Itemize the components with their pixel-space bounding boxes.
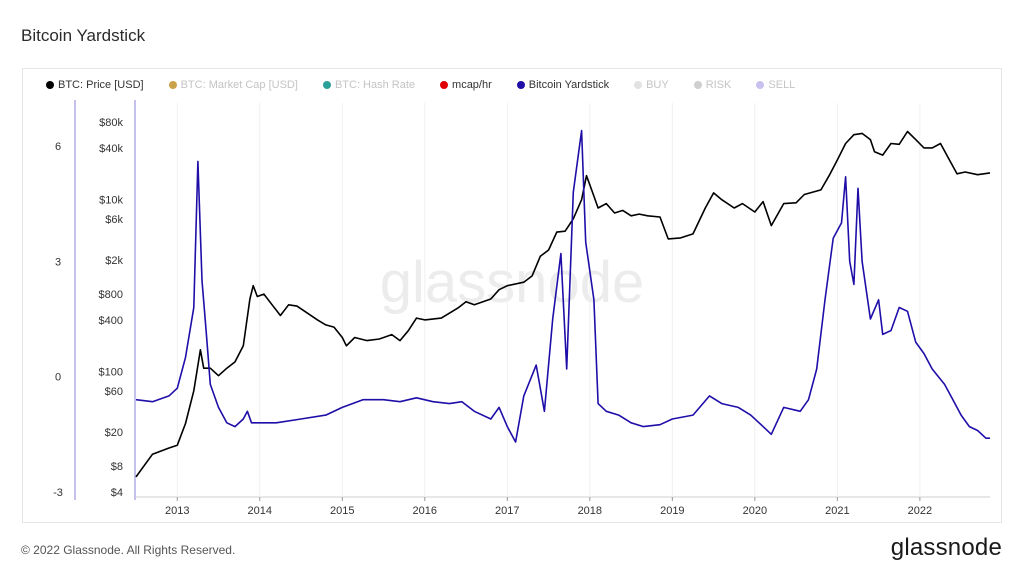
x-tick-label: 2021 [825, 505, 849, 517]
y-right-tick-label: $10k [99, 195, 123, 207]
y-right-tick-label: $800 [99, 289, 123, 301]
y-axis-right: $80k $40k $10k $6k $2k $800 $400 $100 $60 $20 $8 $4 [99, 117, 124, 499]
legend-item-buy[interactable]: BUY [634, 78, 669, 92]
x-tick-label: 2017 [495, 505, 519, 517]
x-tick-label: 2013 [165, 505, 189, 517]
x-tick-label: 2018 [578, 505, 602, 517]
y-right-tick-label: $40k [99, 143, 123, 155]
glassnode-logo: glassnode [890, 534, 1002, 561]
series-line-btc-price-usd [135, 130, 991, 478]
y-right-tick-label: $100 [99, 367, 123, 379]
legend-dot-icon [756, 81, 765, 89]
x-tick-label: 2016 [413, 505, 437, 517]
legend-label: RISK [705, 79, 732, 91]
chart-legend: BTC: Price [USD] BTC: Market Cap [USD] B… [46, 78, 820, 92]
y-right-tick-label: $8 [111, 461, 123, 473]
legend-dot-icon [322, 81, 331, 89]
legend-dot-icon [440, 81, 449, 89]
legend-label: BTC: Price [USD] [58, 79, 144, 91]
chart-card [22, 68, 1002, 523]
y-left-tick-label: 6 [55, 141, 61, 153]
legend-dot-icon [634, 81, 643, 89]
y-right-tick-label: $2k [105, 255, 123, 267]
y-right-tick-label: $400 [99, 315, 123, 327]
legend-label: BUY [646, 79, 669, 91]
y-right-tick-label: $20 [105, 427, 123, 439]
legend-label: Bitcoin Yardstick [528, 79, 610, 91]
legend-dot-icon [693, 81, 702, 89]
copyright-text: © 2022 Glassnode. All Rights Reserved. [21, 543, 236, 557]
legend-dot-icon [168, 81, 177, 89]
y-axis-left: 6 3 0 -3 [53, 141, 63, 499]
watermark-text: glassnode [380, 250, 644, 315]
page-title: Bitcoin Yardstick [21, 26, 146, 45]
legend-item-market-cap[interactable]: BTC: Market Cap [USD] [168, 78, 298, 92]
x-axis: 2013 2014 2015 2016 2017 2018 2019 2020 2021 2022 [165, 497, 932, 517]
legend-item-btc-price[interactable]: BTC: Price [USD] [46, 78, 144, 92]
x-tick-label: 2014 [248, 505, 272, 517]
legend-label: mcap/hr [452, 79, 492, 91]
legend-item-hash-rate[interactable]: BTC: Hash Rate [322, 78, 416, 92]
series-line-bitcoin-yardstick [135, 129, 990, 443]
legend-item-sell[interactable]: SELL [756, 78, 795, 92]
y-right-tick-label: $60 [105, 386, 123, 398]
legend-item-mcap-hr[interactable]: mcap/hr [440, 78, 492, 92]
legend-dot-icon [516, 81, 525, 89]
series-group [135, 129, 991, 478]
legend-dot-icon [46, 81, 54, 89]
legend-item-bitcoin-yardstick[interactable]: Bitcoin Yardstick [516, 78, 610, 92]
x-tick-label: 2015 [330, 505, 354, 517]
legend-label: BTC: Market Cap [USD] [180, 79, 298, 91]
y-right-tick-label: $80k [99, 117, 123, 129]
legend-label: BTC: Hash Rate [334, 79, 416, 91]
legend-label: SELL [768, 79, 796, 91]
y-right-tick-label: $6k [105, 214, 123, 226]
legend-item-risk[interactable]: RISK [693, 78, 732, 92]
y-left-tick-label: 3 [55, 256, 61, 268]
x-tick-label: 2019 [660, 505, 684, 517]
y-left-tick-label: -3 [53, 487, 63, 499]
grid-lines [74, 100, 990, 500]
x-tick-label: 2020 [743, 505, 767, 517]
y-right-tick-label: $4 [111, 487, 123, 499]
x-tick-label: 2022 [908, 505, 932, 517]
y-left-tick-label: 0 [55, 372, 61, 384]
